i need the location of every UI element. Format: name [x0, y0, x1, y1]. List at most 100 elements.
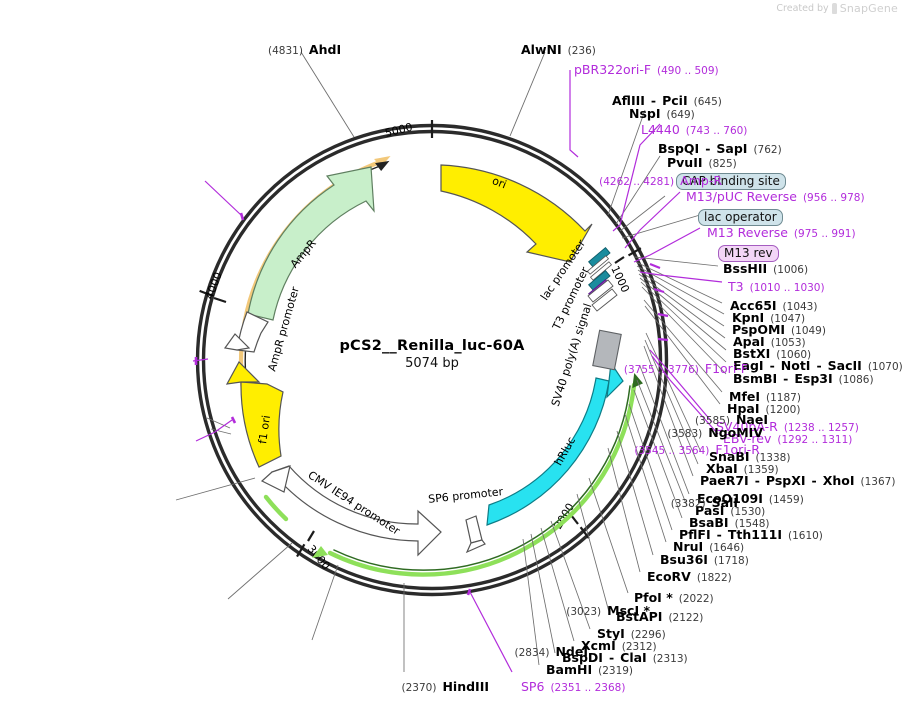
label-name-t3: T3 — [728, 279, 744, 294]
label-name-ngomiv: NgoMIV — [708, 425, 763, 440]
snapgene-logo-icon — [831, 3, 837, 14]
label-nspi[interactable]: NspI (649) — [629, 107, 695, 121]
label-ecorv[interactable]: EcoRV (1822) — [647, 570, 732, 584]
label-lac-operator[interactable]: lac operator — [698, 209, 783, 226]
label-m13-puc-reverse[interactable]: M13/pUC Reverse (956 .. 978) — [686, 190, 865, 204]
feature-f1-ori[interactable]: f1 ori — [225, 361, 284, 468]
label-separator: - — [811, 473, 817, 488]
label-name-pasi: PasI — [695, 503, 725, 518]
label-position-afliii-pcii: (645) — [693, 96, 722, 108]
label-position-bsabi: (1548) — [734, 518, 770, 530]
label-bamhi[interactable]: BamHI (2319) — [546, 663, 633, 677]
label-position-msci: (3023) — [566, 606, 602, 618]
label-pflfi-tth111i[interactable]: PflFI - Tth111I (1610) — [679, 527, 823, 542]
label-xbai[interactable]: XbaI (1359) — [706, 462, 779, 476]
label-ndei[interactable]: (2834) NdeI — [515, 645, 588, 659]
label-name-pflfi-tth111i: PflFI — [679, 527, 711, 542]
label-sv40pa-r[interactable]: SV40pA-R (1238 .. 1257) — [716, 420, 859, 434]
label-bspqi-sapi[interactable]: BspQI - SapI (762) — [658, 141, 782, 156]
label-apai[interactable]: ApaI (1053) — [733, 335, 806, 349]
label-bstapi[interactable]: BstAPI (2122) — [616, 610, 703, 624]
label-eagi-noti-sacii[interactable]: EagI - NotI - SacII (1070) — [733, 358, 903, 373]
label-afliii-pcii[interactable]: AflIII - PciI (645) — [612, 93, 722, 108]
label-xcmi[interactable]: XcmI (2312) — [581, 638, 657, 653]
label-name-xcmi: XcmI — [581, 638, 616, 653]
label-bspdi-clai[interactable]: BspDI - ClaI (2313) — [562, 650, 688, 665]
label-position-l4440: (743 .. 760) — [685, 125, 748, 137]
label-pfoi[interactable]: PfoI * (2022) — [634, 591, 714, 605]
label-name-noti: NotI — [780, 358, 811, 373]
label-separator: - — [816, 358, 822, 373]
label-name-bsmbi-esp3i: BsmBI — [733, 371, 778, 386]
label-alwni[interactable]: AlwNI (236) — [521, 43, 596, 57]
label-name-pspomi: PspOMI — [732, 322, 786, 337]
label-name-bsshii: BssHII — [723, 261, 768, 276]
label-nrui[interactable]: NruI (1646) — [673, 540, 745, 554]
label-name-sali: SalI — [711, 495, 738, 510]
label-name-ebv-rev: EBV-rev — [723, 431, 772, 446]
label-position-bsmbi-esp3i: (1086) — [838, 374, 874, 386]
label-f1ori-f[interactable]: (3755 .. 3776) F1ori-F — [623, 362, 748, 376]
label-position-paer7i-pspxi-xhoi: (1367) — [860, 476, 896, 488]
label-name-bspdi-clai: BspDI — [562, 650, 603, 665]
label-styi[interactable]: StyI (2296) — [597, 627, 666, 641]
label-bsmbi-esp3i[interactable]: BsmBI - Esp3I (1086) — [733, 371, 874, 386]
label-name-pbr322ori-f: pBR322ori-F — [574, 62, 652, 77]
credit-text: Created by — [776, 3, 829, 14]
label-bsshii[interactable]: BssHII (1006) — [723, 261, 808, 276]
feature-ori[interactable]: ori — [440, 164, 593, 263]
label-name-pcii: PciI — [662, 93, 688, 108]
label-position-apai: (1053) — [770, 337, 806, 349]
label-ahdi[interactable]: (4831) AhdI — [268, 42, 342, 57]
plasmid-name: pCS2__Renilla_luc-60A — [339, 338, 525, 354]
label-cap-binding-site[interactable]: CAP binding site — [676, 173, 786, 190]
feature-sp6-promoter[interactable]: SP6 promoter — [428, 485, 505, 554]
label-name-hindiii: HindIII — [442, 679, 489, 694]
label-pasi[interactable]: PasI (1530) — [695, 503, 765, 518]
label-f1ori-r[interactable]: (3545 .. 3564) F1ori-R — [634, 443, 760, 457]
label-pvuii[interactable]: PvuII (825) — [667, 155, 737, 170]
label-name-paer7i-pspxi-xhoi: PaeR7I — [700, 473, 749, 488]
label-name-mfei: MfeI — [729, 389, 761, 404]
label-bstxi[interactable]: BstXI (1060) — [733, 347, 811, 361]
label-mfei[interactable]: MfeI (1187) — [729, 389, 801, 404]
label-snabi[interactable]: SnaBI (1338) — [709, 450, 790, 464]
feature-label-f1-ori: f1 ori — [256, 414, 273, 444]
label-ecoo109i[interactable]: EcoO109I (1459) — [697, 492, 804, 506]
label-position-nspi: (649) — [666, 109, 695, 121]
label-bsu36i[interactable]: Bsu36I (1718) — [660, 553, 749, 567]
label-pspomi[interactable]: PspOMI (1049) — [732, 322, 826, 337]
label-position-nrui: (1646) — [709, 542, 745, 554]
feature-cmv-promoter[interactable]: CMV IE94 promoter — [260, 465, 442, 557]
label-msci[interactable]: (3023) MscI * — [566, 604, 650, 618]
label-hindiii[interactable]: (2370) HindIII — [402, 679, 489, 694]
label-m13-rev[interactable]: M13 rev — [718, 245, 779, 262]
label-amp-r[interactable]: (4262 .. 4281) Amp-R — [599, 174, 722, 188]
feature-ampr[interactable]: AmpR — [247, 166, 375, 323]
label-bsabi[interactable]: BsaBI (1548) — [689, 516, 770, 530]
label-name-eagi-noti-sacii: EagI — [733, 358, 764, 373]
label-m13-reverse[interactable]: M13 Reverse (975 .. 991) — [707, 225, 856, 240]
label-ngomiv[interactable]: (3583) NgoMIV — [667, 425, 763, 440]
label-kpni[interactable]: KpnI (1047) — [732, 311, 805, 325]
label-position-bspdi-clai: (2313) — [652, 653, 688, 665]
label-t3[interactable]: T3 (1010 .. 1030) — [728, 279, 825, 294]
label-paer7i-pspxi-xhoi[interactable]: PaeR7I - PspXI - XhoI (1367) — [700, 473, 896, 488]
label-acc65i[interactable]: Acc65I (1043) — [730, 299, 817, 313]
label-sp6[interactable]: SP6 (2351 .. 2368) — [521, 680, 626, 694]
label-pbr322ori-f[interactable]: pBR322ori-F (490 .. 509) — [574, 62, 719, 77]
label-sali[interactable]: (3382) SalI — [671, 495, 738, 510]
label-name-m13-reverse: M13 Reverse — [707, 225, 788, 240]
label-name-sapi: SapI — [716, 141, 748, 156]
label-name-pvuii: PvuII — [667, 155, 703, 170]
label-position-sp6: (2351 .. 2368) — [550, 682, 626, 694]
label-l4440[interactable]: L4440 (743 .. 760) — [641, 123, 748, 137]
label-ahdi-name: AhdI — [308, 42, 342, 57]
label-hpai[interactable]: HpaI (1200) — [727, 402, 800, 416]
label-naei[interactable]: (3585) NaeI — [695, 413, 768, 427]
label-ebv-rev[interactable]: EBV-rev (1292 .. 1311) — [723, 431, 852, 446]
label-position-f1ori-f: (3755 .. 3776) — [623, 364, 699, 376]
label-position-f1ori-r: (3545 .. 3564) — [634, 445, 710, 457]
feature-hrluc[interactable]: hRluc — [486, 361, 624, 526]
